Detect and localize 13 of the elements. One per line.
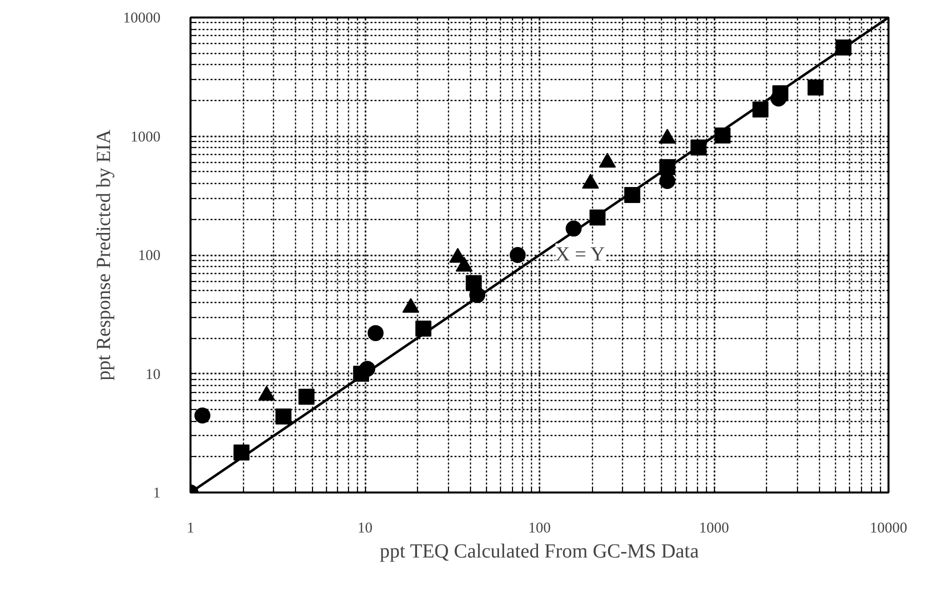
y-tick-label: 10000	[123, 10, 160, 26]
y-axis-title: ppt Response Predicted by EIA	[93, 128, 115, 381]
y-tick-label: 1	[153, 486, 160, 502]
x-tick-label: 1	[186, 520, 194, 536]
y-tick-label: 100	[138, 248, 160, 264]
x-tick-label: 1000	[699, 520, 729, 536]
annotation: X = Y	[555, 244, 605, 266]
x-tick-label: 10	[358, 520, 372, 536]
x-tick-label: 100	[528, 520, 551, 536]
x-axis-title: ppt TEQ Calculated From GC-MS Data	[380, 540, 699, 562]
x-tick-label: 10000	[870, 520, 908, 536]
y-tick-label: 10	[146, 366, 160, 383]
y-tick-label: 1000	[130, 129, 160, 146]
